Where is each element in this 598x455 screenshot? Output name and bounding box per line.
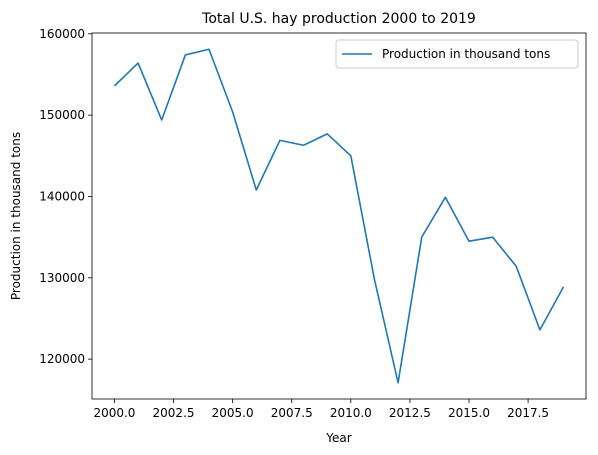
x-axis-label: Year <box>325 431 351 445</box>
y-tick-label: 120000 <box>39 352 85 366</box>
y-axis: 120000 130000 140000 150000 160000 <box>39 27 92 366</box>
x-tick-label: 2012.5 <box>389 406 431 420</box>
series-layer <box>113 48 565 384</box>
x-tick-label: 2005.0 <box>212 406 254 420</box>
x-tick-label: 2007.5 <box>271 406 313 420</box>
y-axis-label: Production in thousand tons <box>9 132 23 300</box>
x-tick-label: 2002.5 <box>153 406 195 420</box>
x-tick-label: 2010.0 <box>330 406 372 420</box>
x-tick-label: 2015.0 <box>448 406 490 420</box>
x-tick-label: 2017.5 <box>507 406 549 420</box>
legend-label: Production in thousand tons <box>382 47 550 61</box>
chart-title: Total U.S. hay production 2000 to 2019 <box>201 11 476 27</box>
x-axis: 2000.0 2002.5 2005.0 2007.5 2010.0 2012.5 2015… <box>93 399 549 420</box>
legend-box <box>335 39 579 69</box>
y-tick-label: 140000 <box>39 189 85 203</box>
x-tick-label: 2000.0 <box>93 406 135 420</box>
y-tick-label: 130000 <box>39 271 85 285</box>
y-tick-label: 150000 <box>39 108 85 122</box>
axes-frame <box>91 32 587 400</box>
legend: Production in thousand tons <box>335 39 579 69</box>
series-line <box>113 48 565 384</box>
y-tick-label: 160000 <box>39 27 85 41</box>
